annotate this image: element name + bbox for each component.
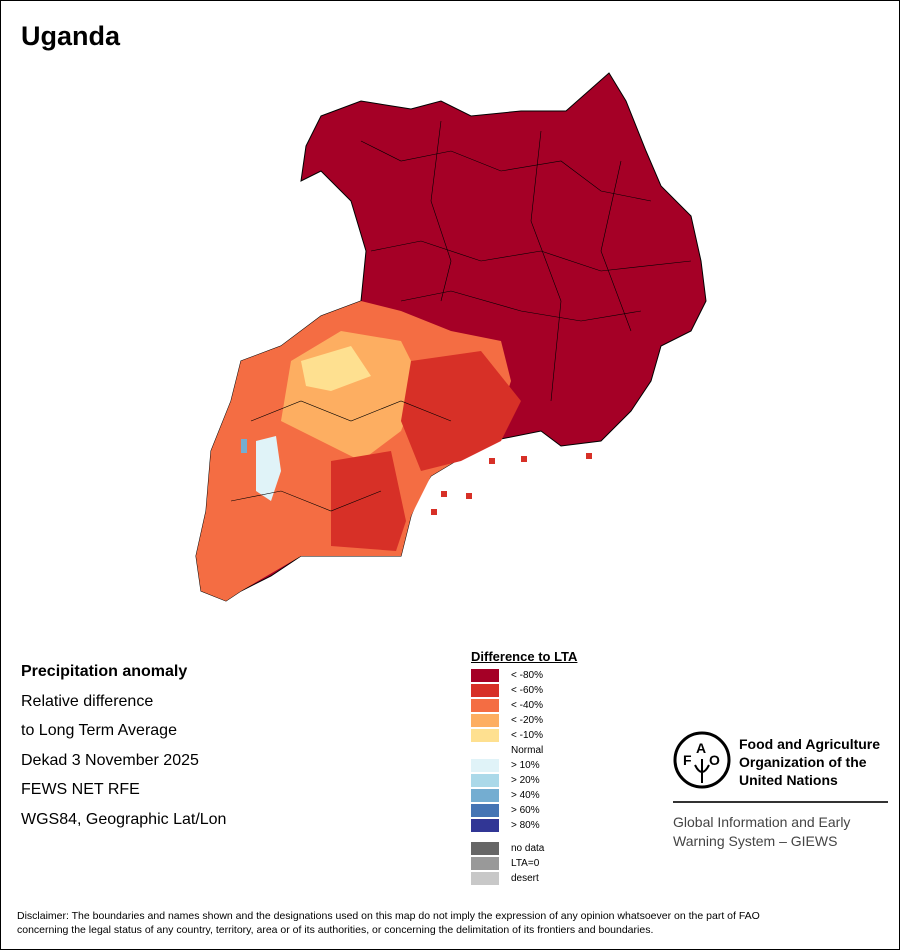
fao-name: Food and Agriculture Organization of the… bbox=[739, 735, 880, 789]
legend-item: < -10% bbox=[471, 728, 577, 743]
fao-name-line: Organization of the bbox=[739, 754, 867, 770]
legend-label: > 10% bbox=[511, 760, 540, 771]
info-period: Dekad 3 November 2025 bbox=[21, 751, 199, 769]
legend-item: > 40% bbox=[471, 788, 577, 803]
legend-item: < -60% bbox=[471, 683, 577, 698]
legend-item: > 10% bbox=[471, 758, 577, 773]
legend-swatch bbox=[471, 744, 499, 757]
legend-label: desert bbox=[511, 873, 539, 884]
info-source: FEWS NET RFE bbox=[21, 781, 140, 798]
fao-name-line: Food and Agriculture bbox=[739, 736, 881, 752]
legend-label: > 60% bbox=[511, 805, 540, 816]
legend-swatch bbox=[471, 714, 499, 727]
legend-item: < -80% bbox=[471, 668, 577, 683]
district-boundaries bbox=[230, 120, 692, 512]
legend-swatch bbox=[471, 729, 499, 742]
legend-items: < -80% < -60% < -40% < -20% < -10% Normal > 10… bbox=[471, 668, 577, 833]
legend: Difference to LTA < -80% < -60% < -40% < -2… bbox=[471, 649, 577, 886]
wet-anomaly bbox=[256, 436, 281, 501]
disclaimer-line: concerning the legal status of any count… bbox=[17, 924, 654, 936]
legend-item: Normal bbox=[471, 743, 577, 758]
legend-swatch bbox=[471, 857, 499, 870]
legend-swatch bbox=[471, 669, 499, 682]
legend-label: > 80% bbox=[511, 820, 540, 831]
legend-item: > 20% bbox=[471, 773, 577, 788]
info-line: Relative difference bbox=[21, 692, 154, 710]
legend-label: Normal bbox=[511, 745, 544, 756]
fao-name-line: United Nations bbox=[739, 772, 838, 788]
map-title: Uganda bbox=[21, 21, 121, 51]
legend-label: > 40% bbox=[511, 790, 540, 801]
info-line: to Long Term Average bbox=[21, 722, 177, 739]
legend-item: < -20% bbox=[471, 713, 577, 728]
legend-label: < -80% bbox=[511, 670, 543, 681]
map-info: Precipitation anomaly Relative differenc… bbox=[21, 657, 226, 834]
legend-item: desert bbox=[471, 871, 577, 886]
svg-text:A: A bbox=[696, 740, 706, 756]
legend-label: < -40% bbox=[511, 700, 543, 711]
legend-item: > 80% bbox=[471, 818, 577, 833]
legend-label: < -20% bbox=[511, 715, 543, 726]
legend-label: no data bbox=[511, 843, 545, 854]
legend-swatch bbox=[471, 699, 499, 712]
legend-swatch bbox=[471, 684, 499, 697]
svg-text:F: F bbox=[683, 752, 692, 768]
legend-swatch bbox=[471, 842, 499, 855]
legend-heading: Difference to LTA bbox=[471, 649, 578, 664]
scattered-cells bbox=[431, 453, 592, 515]
legend-label: LTA=0 bbox=[511, 858, 540, 869]
legend-swatch bbox=[471, 819, 499, 832]
giews-name: Global Information and Early Warning Sys… bbox=[673, 813, 850, 851]
severe-region bbox=[401, 351, 521, 471]
info-title: Precipitation anomaly bbox=[21, 663, 188, 680]
legend-swatch bbox=[471, 804, 499, 817]
severe-region-south bbox=[331, 451, 406, 551]
giews-line: Global Information and Early bbox=[673, 814, 851, 830]
legend-swatch bbox=[471, 759, 499, 772]
fao-logo-block: F A O Food and Agriculture Organization … bbox=[673, 731, 888, 849]
legend-item: < -40% bbox=[471, 698, 577, 713]
legend-label: < -60% bbox=[511, 685, 543, 696]
light-region bbox=[301, 346, 371, 391]
legend-swatch bbox=[471, 774, 499, 787]
legend-extra-items: no data LTA=0 desert bbox=[471, 841, 577, 886]
legend-item: > 60% bbox=[471, 803, 577, 818]
disclaimer-line: Disclaimer: The boundaries and names sho… bbox=[17, 910, 760, 922]
legend-swatch bbox=[471, 872, 499, 885]
divider bbox=[673, 801, 888, 803]
fao-logo-icon: F A O bbox=[673, 731, 731, 789]
giews-line: Warning System – GIEWS bbox=[673, 833, 838, 849]
info-projection: WGS84, Geographic Lat/Lon bbox=[21, 810, 227, 828]
svg-text:O: O bbox=[709, 752, 720, 768]
legend-item: no data bbox=[471, 841, 577, 856]
legend-label: > 20% bbox=[511, 775, 540, 786]
legend-item: LTA=0 bbox=[471, 856, 577, 871]
legend-swatch bbox=[471, 789, 499, 802]
legend-label: < -10% bbox=[511, 730, 543, 741]
disclaimer: Disclaimer: The boundaries and names sho… bbox=[17, 909, 760, 937]
wet-anomaly-cell bbox=[241, 439, 247, 453]
